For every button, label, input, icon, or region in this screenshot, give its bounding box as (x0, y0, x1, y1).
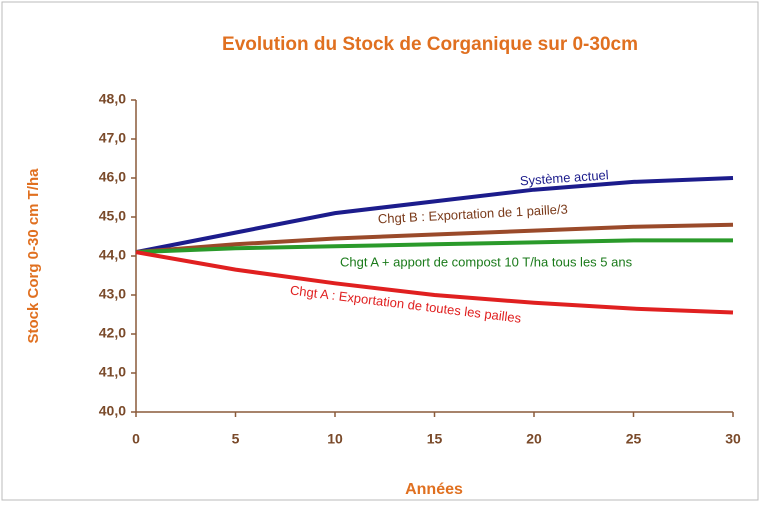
x-tick-label: 5 (232, 431, 240, 447)
x-tick-label: 0 (132, 431, 140, 447)
y-tick-label: 44,0 (99, 247, 126, 263)
chart-title: Evolution du Stock de Corganique sur 0-3… (222, 34, 638, 55)
y-tick-label: 47,0 (99, 130, 126, 146)
x-tick-label: 10 (327, 431, 343, 447)
y-tick-label: 42,0 (99, 325, 126, 341)
series-line (135, 176, 734, 255)
series-line (135, 238, 733, 255)
series-line (135, 222, 734, 255)
y-tick-label: 43,0 (99, 286, 126, 302)
y-tick-label: 41,0 (99, 364, 126, 380)
y-tick-label: 46,0 (99, 169, 126, 185)
y-tick-label: 40,0 (99, 403, 126, 419)
y-axis-label: Stock Corg 0-30 cm T/ha (25, 168, 42, 344)
series-label: Chgt A + apport de compost 10 T/ha tous … (340, 254, 633, 269)
series-line (135, 250, 734, 315)
series-label: Système actuel (519, 167, 609, 188)
x-tick-label: 20 (526, 431, 542, 447)
y-tick-label: 48,0 (99, 91, 126, 107)
x-axis-label: Années (405, 481, 463, 498)
x-tick-label: 15 (427, 431, 443, 447)
x-tick-label: 30 (725, 431, 741, 447)
x-tick-label: 25 (626, 431, 642, 447)
y-tick-label: 45,0 (99, 208, 126, 224)
